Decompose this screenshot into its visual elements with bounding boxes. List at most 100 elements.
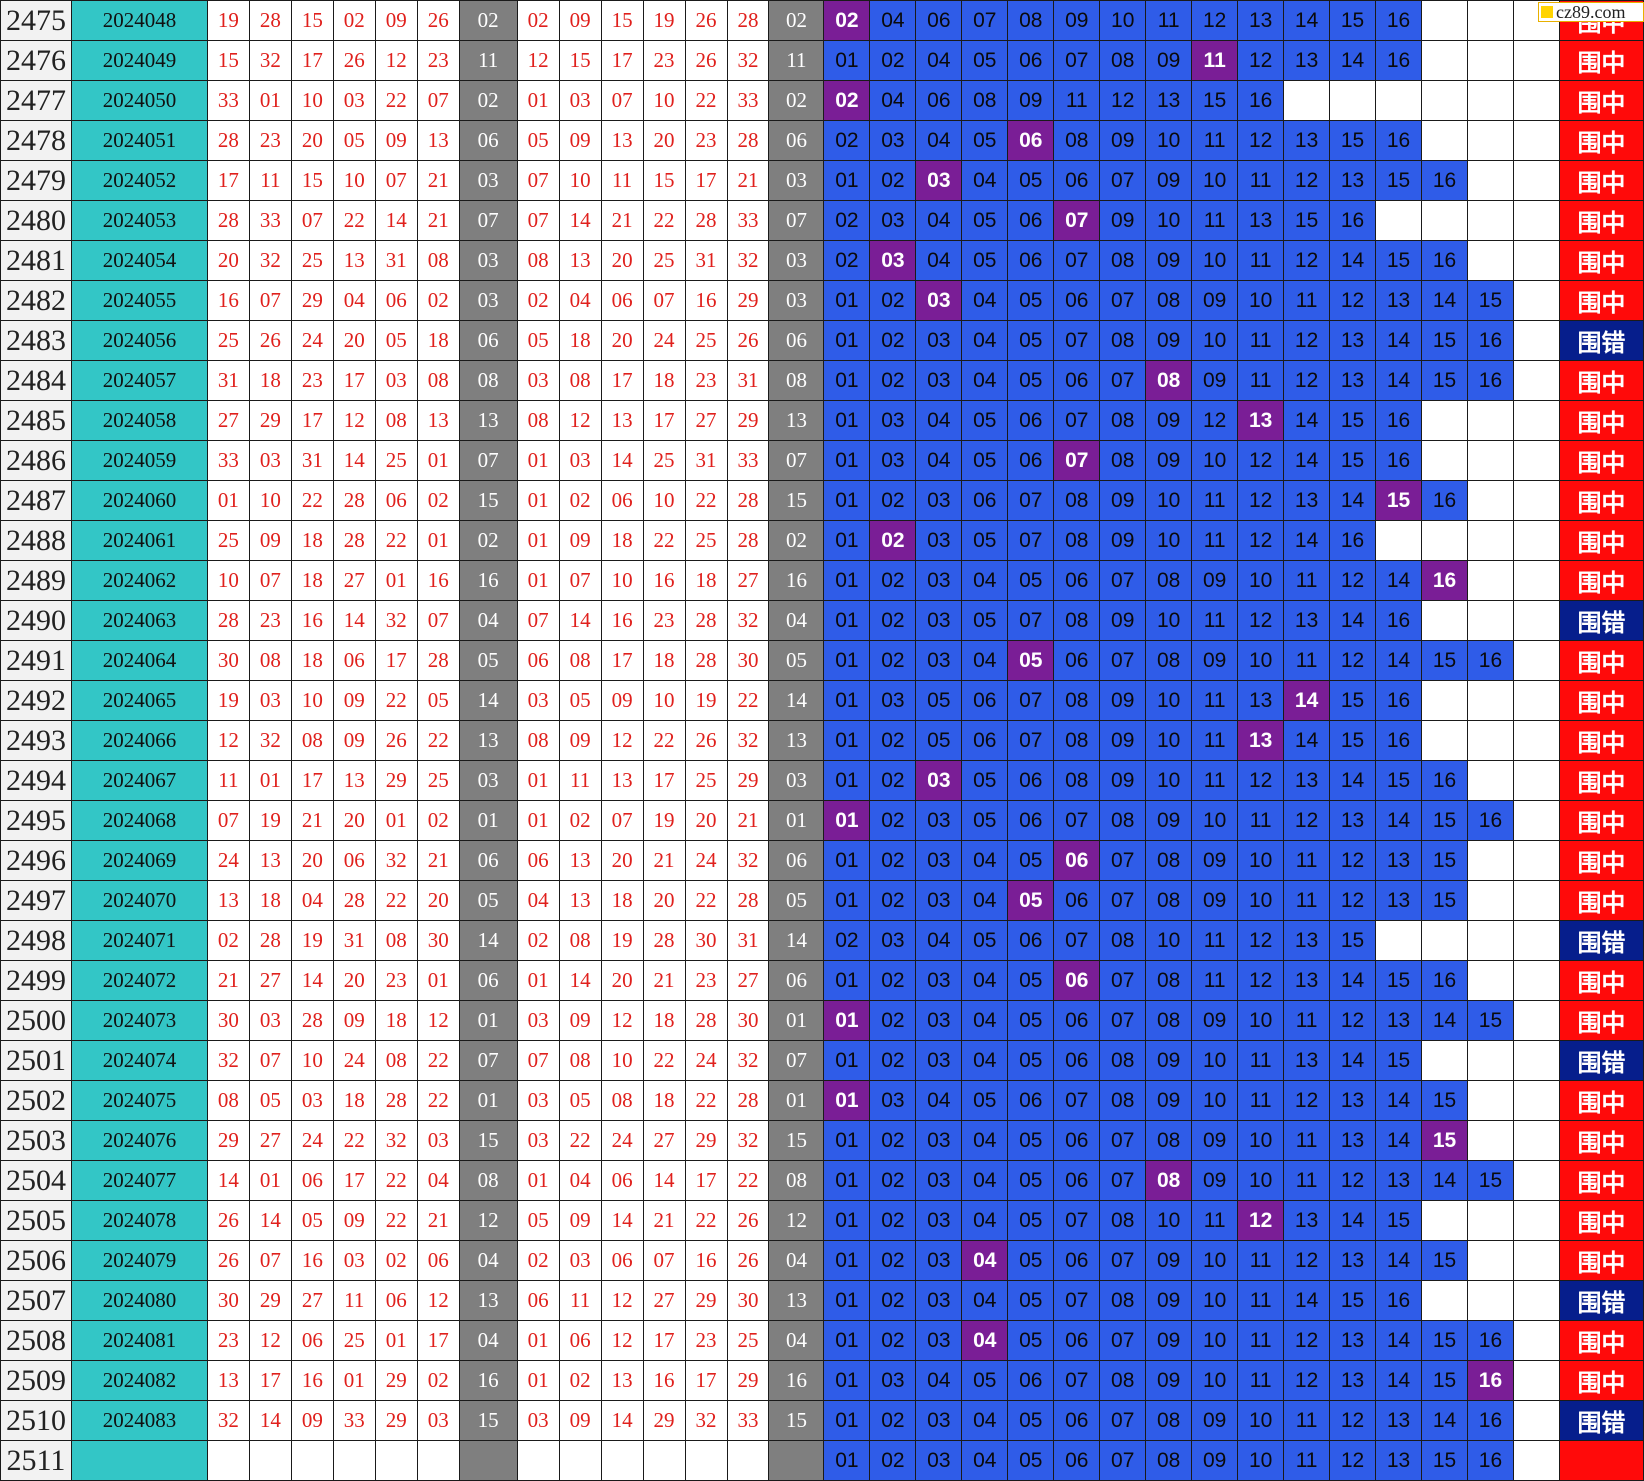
candidate-cell: 14 (1375, 1080, 1423, 1121)
sorted-number: 14 (600, 440, 644, 481)
blue-ball-cell: 03 (458, 760, 518, 801)
sorted-number: 07 (600, 80, 644, 121)
sorted-number: 18 (642, 1000, 686, 1041)
sorted-number: 05 (516, 120, 560, 161)
sorted-number: 08 (516, 720, 560, 761)
candidate-cell: 04 (869, 80, 917, 121)
sorted-number: 05 (558, 1080, 602, 1121)
candidate-cell: 10 (1191, 1240, 1239, 1281)
hit-cell: 12 (1237, 1200, 1285, 1241)
sorted-number: 16 (600, 600, 644, 641)
sorted-number: 13 (558, 840, 602, 881)
blue-ball-cell: 01 (458, 800, 518, 841)
draw-number: 28 (290, 1000, 334, 1041)
candidate-cell: 10 (1191, 440, 1239, 481)
candidate-cell: 09 (1099, 760, 1147, 801)
candidate-cell: 04 (915, 200, 963, 241)
draw-number: 27 (248, 960, 292, 1001)
candidate-cell: 01 (823, 480, 871, 521)
draw-number: 22 (374, 80, 418, 121)
table-row: 2506 2024079 26 07 16 03 02 06 04 02 03 06 07 16 26 04 0… (0, 1240, 1644, 1281)
candidate-cell: 15 (1466, 1000, 1514, 1041)
draw-number: 18 (248, 360, 292, 401)
sorted-number: 25 (642, 440, 686, 481)
empty-cell (1512, 1000, 1560, 1041)
candidate-cell: 16 (1375, 440, 1423, 481)
blue-ball-cell: 13 (768, 1280, 825, 1321)
candidate-cell: 06 (1007, 800, 1055, 841)
result-badge: 围中 (1558, 40, 1644, 81)
table-row: 2481 2024054 20 32 25 13 31 08 03 08 13 20 25 31 32 03 0… (0, 240, 1644, 281)
candidate-cell: 14 (1283, 520, 1331, 561)
draw-number: 02 (416, 280, 460, 321)
candidate-cell: 14 (1375, 360, 1423, 401)
candidate-cell: 16 (1375, 600, 1423, 641)
sorted-number: 25 (684, 760, 728, 801)
draw-number: 23 (248, 600, 292, 641)
candidate-cell: 05 (961, 600, 1009, 641)
sorted-number: 28 (684, 600, 728, 641)
candidate-cell: 13 (1237, 680, 1285, 721)
candidate-cell: 04 (961, 1120, 1009, 1161)
draw-number: 07 (248, 280, 292, 321)
hit-cell: 02 (869, 520, 917, 561)
candidate-cell: 08 (1145, 1440, 1193, 1481)
blue-ball-cell: 15 (768, 480, 825, 521)
candidate-cell: 03 (869, 400, 917, 441)
candidate-cell: 07 (961, 0, 1009, 41)
sorted-number (642, 1440, 686, 1481)
row-number: 2481 (0, 240, 72, 281)
candidate-cell: 13 (1329, 1360, 1377, 1401)
sorted-number: 20 (684, 800, 728, 841)
sorted-number: 25 (642, 240, 686, 281)
candidate-cell: 02 (869, 280, 917, 321)
candidate-cell: 07 (1053, 1360, 1101, 1401)
candidate-cell: 11 (1191, 680, 1239, 721)
sorted-number: 18 (684, 560, 728, 601)
candidate-cell: 01 (823, 1240, 871, 1281)
draw-number: 13 (332, 760, 376, 801)
candidate-cell: 04 (915, 440, 963, 481)
draw-number: 27 (332, 560, 376, 601)
period-cell: 2024055 (70, 280, 208, 321)
candidate-cell: 04 (869, 0, 917, 41)
draw-number: 33 (206, 80, 250, 121)
candidate-cell: 16 (1421, 760, 1468, 801)
candidate-cell: 14 (1329, 240, 1377, 281)
blue-ball-cell: 06 (458, 320, 518, 361)
candidate-cell: 10 (1191, 1360, 1239, 1401)
candidate-cell: 03 (915, 1000, 963, 1041)
blue-ball-cell: 05 (458, 880, 518, 921)
result-badge: 围中 (1558, 480, 1644, 521)
candidate-cell: 04 (961, 560, 1009, 601)
sorted-number: 14 (600, 1200, 644, 1241)
sorted-number: 32 (726, 840, 770, 881)
candidate-cell: 05 (961, 440, 1009, 481)
candidate-cell: 07 (1053, 1280, 1101, 1321)
sorted-number: 03 (516, 360, 560, 401)
draw-number: 12 (248, 1320, 292, 1361)
candidate-cell: 13 (1375, 1000, 1423, 1041)
draw-number: 01 (248, 80, 292, 121)
draw-number: 32 (374, 1120, 418, 1161)
candidate-cell: 08 (1145, 560, 1193, 601)
draw-number: 08 (248, 640, 292, 681)
candidate-cell: 13 (1283, 760, 1331, 801)
hit-cell: 07 (1053, 440, 1101, 481)
row-number: 2504 (0, 1160, 72, 1201)
candidate-cell: 03 (869, 920, 917, 961)
blue-ball-cell (458, 1440, 518, 1481)
sorted-number: 04 (558, 1160, 602, 1201)
candidate-cell: 05 (1007, 1200, 1055, 1241)
candidate-cell: 08 (1145, 280, 1193, 321)
draw-number: 07 (248, 1040, 292, 1081)
blue-ball-cell: 03 (768, 280, 825, 321)
candidate-cell: 11 (1191, 520, 1239, 561)
candidate-cell: 07 (1053, 40, 1101, 81)
candidate-cell: 15 (1329, 920, 1377, 961)
row-number: 2478 (0, 120, 72, 161)
candidate-cell: 10 (1145, 760, 1193, 801)
row-number: 2480 (0, 200, 72, 241)
candidate-cell: 07 (1099, 1240, 1147, 1281)
draw-number (248, 1440, 292, 1481)
